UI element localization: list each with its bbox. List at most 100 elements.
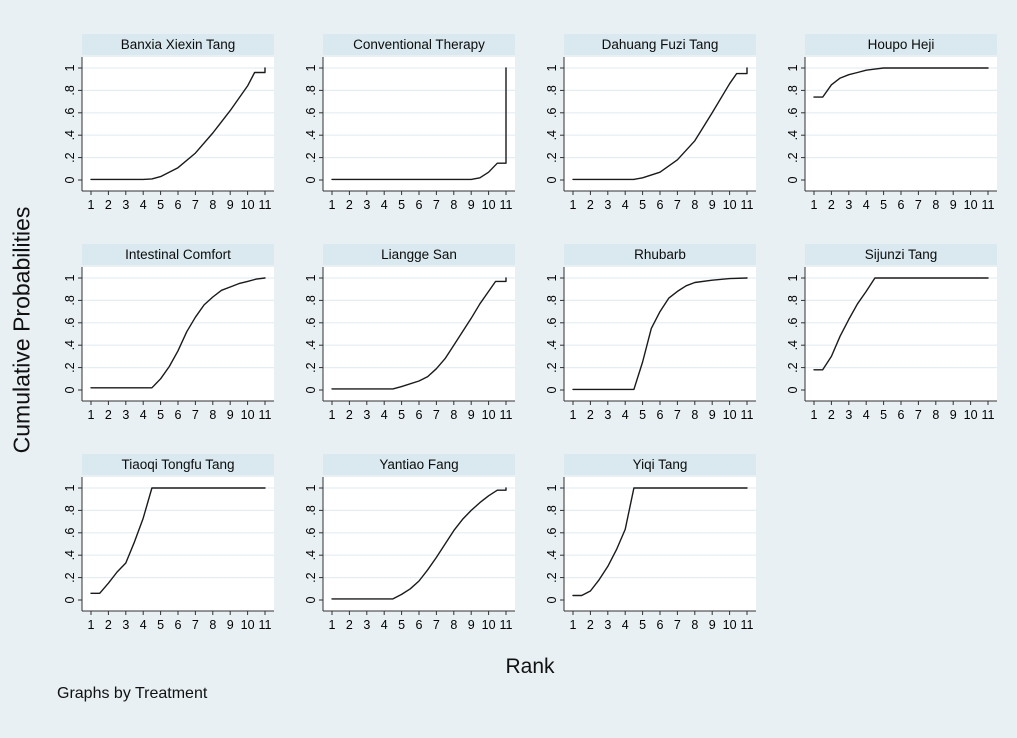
x-tick-label: 8 (450, 408, 457, 422)
panel-plot: 1 2 3 4 5 6 7 8 9 10 110.2.4.6.81 (545, 57, 756, 212)
x-tick-label: 8 (691, 618, 698, 632)
x-tick-label: 9 (709, 618, 716, 632)
panel-title: Tiaoqi Tongfu Tang (82, 454, 274, 475)
x-tick-label: 7 (192, 618, 199, 632)
x-tick-label: 2 (105, 408, 112, 422)
y-tick-label: .4 (63, 130, 77, 140)
x-tick-label: 1 (570, 618, 577, 632)
cumulative-probability-curve (572, 487, 748, 597)
y-tick-label: .8 (545, 505, 559, 515)
cumulative-probability-curve (813, 67, 989, 98)
y-tick-label: 0 (63, 176, 77, 183)
treatment-panel: Yantiao Fang 1 2 3 4 5 6 7 8 9 10 11 0.2.4.6.8 1 (289, 454, 515, 664)
y-tick-label: .4 (545, 130, 559, 140)
treatment-panel: Intestinal Comfort 1 2 3 4 5 6 7 8 9 10 11 0.2.4.6.8… (48, 244, 274, 454)
x-tick-label: 1 (88, 408, 95, 422)
x-tick-label: 11 (741, 198, 754, 212)
plot-area (564, 57, 756, 191)
plot-area (564, 477, 756, 611)
x-tick-label: 7 (915, 198, 922, 212)
y-tick-label: .8 (545, 295, 559, 305)
y-tick-label: .8 (63, 295, 77, 305)
x-tick-label: 3 (604, 408, 611, 422)
y-tick-label: 0 (304, 386, 318, 393)
x-tick-label: 9 (227, 408, 234, 422)
x-tick-label: 11 (741, 408, 754, 422)
x-tick-label: 4 (140, 618, 147, 632)
panel-plot: 1 2 3 4 5 6 7 8 9 10 110.2.4.6.81 (545, 477, 756, 632)
y-tick-label: 0 (63, 596, 77, 603)
cumulative-probability-curve (813, 277, 989, 371)
x-tick-label: 9 (468, 198, 475, 212)
y-tick-label: .2 (545, 152, 559, 162)
y-tick-label: .6 (63, 528, 77, 538)
x-tick-label: 6 (657, 618, 664, 632)
plot-area (805, 57, 997, 191)
x-tick-label: 8 (209, 408, 216, 422)
treatment-panel: Liangge San 1 2 3 4 5 6 7 8 9 10 11 0.2.4.6.8 1 (289, 244, 515, 454)
x-tick-label: 3 (363, 408, 370, 422)
x-tick-label: 6 (175, 408, 182, 422)
x-tick-label: 10 (241, 618, 255, 632)
x-tick-label: 7 (433, 618, 440, 632)
plot-area (323, 267, 515, 401)
y-tick-label: .6 (304, 318, 318, 328)
x-tick-label: 10 (964, 198, 978, 212)
cumulative-probability-curve (331, 277, 507, 390)
x-tick-label: 7 (674, 618, 681, 632)
y-tick-label: .6 (304, 528, 318, 538)
x-tick-label: 6 (657, 408, 664, 422)
y-tick-label: .8 (545, 85, 559, 95)
x-tick-label: 1 (811, 408, 818, 422)
x-tick-label: 8 (691, 408, 698, 422)
x-tick-label: 5 (639, 408, 646, 422)
x-tick-label: 2 (346, 198, 353, 212)
x-tick-label: 9 (227, 618, 234, 632)
y-tick-label: .2 (545, 572, 559, 582)
x-tick-label: 4 (622, 408, 629, 422)
y-tick-label: .6 (304, 108, 318, 118)
y-tick-label: 1 (63, 484, 77, 491)
y-tick-label: 0 (545, 596, 559, 603)
y-tick-label: 1 (545, 274, 559, 281)
y-tick-label: .2 (304, 362, 318, 372)
x-tick-label: 4 (863, 408, 870, 422)
panel-title: Yantiao Fang (323, 454, 515, 475)
x-tick-label: 11 (500, 198, 513, 212)
cumulative-probability-curve (572, 67, 748, 181)
y-tick-label: .6 (786, 318, 800, 328)
x-tick-label: 9 (227, 198, 234, 212)
x-tick-label: 10 (723, 408, 737, 422)
x-tick-label: 3 (122, 198, 129, 212)
y-tick-label: .2 (304, 152, 318, 162)
y-tick-label: .6 (545, 528, 559, 538)
x-tick-label: 2 (105, 618, 112, 632)
plot-area (564, 267, 756, 401)
y-tick-label: 1 (545, 484, 559, 491)
x-tick-label: 8 (209, 198, 216, 212)
y-tick-label: .8 (304, 85, 318, 95)
y-tick-label: 0 (63, 386, 77, 393)
x-tick-label: 10 (241, 198, 255, 212)
x-tick-label: 2 (828, 198, 835, 212)
cumulative-probability-curve (90, 67, 266, 181)
x-tick-label: 1 (570, 198, 577, 212)
x-tick-label: 7 (192, 408, 199, 422)
y-tick-label: 1 (786, 274, 800, 281)
y-tick-label: .8 (786, 85, 800, 95)
x-tick-label: 10 (482, 408, 496, 422)
y-tick-label: .6 (545, 108, 559, 118)
cumulative-probability-curve (90, 487, 266, 595)
panel-plot: 1 2 3 4 5 6 7 8 9 10 110.2.4.6.81 (545, 267, 756, 422)
y-tick-label: .2 (304, 572, 318, 582)
y-tick-label: 0 (304, 596, 318, 603)
x-tick-label: 1 (88, 198, 95, 212)
x-tick-label: 5 (157, 618, 164, 632)
x-tick-label: 6 (175, 618, 182, 632)
treatment-panel: Tiaoqi Tongfu Tang 1 2 3 4 5 6 7 8 9 10 11 0.2.4.6.8… (48, 454, 274, 664)
panels-grid: Banxia Xiexin Tang 1 2 3 4 5 6 7 8 9 10 11 0.2.4.6.8… (48, 34, 1012, 664)
x-tick-label: 9 (709, 408, 716, 422)
cumulative-probability-curve (331, 487, 507, 600)
y-tick-label: .8 (63, 85, 77, 95)
panel-title: Liangge San (323, 244, 515, 265)
